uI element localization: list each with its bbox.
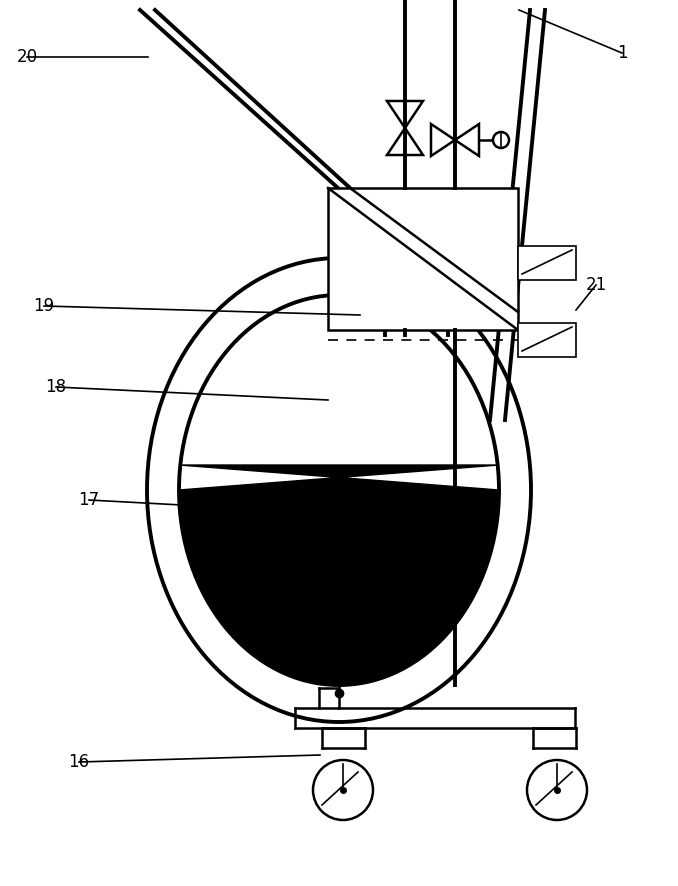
Text: 1: 1 bbox=[617, 44, 627, 62]
Circle shape bbox=[493, 132, 509, 148]
Ellipse shape bbox=[147, 258, 531, 722]
Bar bbox=[328, 188, 518, 330]
Text: 18: 18 bbox=[45, 378, 66, 396]
Bar bbox=[518, 246, 576, 280]
Circle shape bbox=[527, 760, 587, 820]
Bar bbox=[518, 323, 576, 357]
Text: 17: 17 bbox=[79, 491, 100, 509]
Text: 20: 20 bbox=[16, 48, 37, 66]
Ellipse shape bbox=[179, 295, 499, 685]
Text: 16: 16 bbox=[68, 753, 89, 771]
Text: 21: 21 bbox=[585, 276, 607, 294]
Circle shape bbox=[313, 760, 373, 820]
Text: 19: 19 bbox=[33, 297, 54, 315]
Polygon shape bbox=[179, 465, 499, 685]
